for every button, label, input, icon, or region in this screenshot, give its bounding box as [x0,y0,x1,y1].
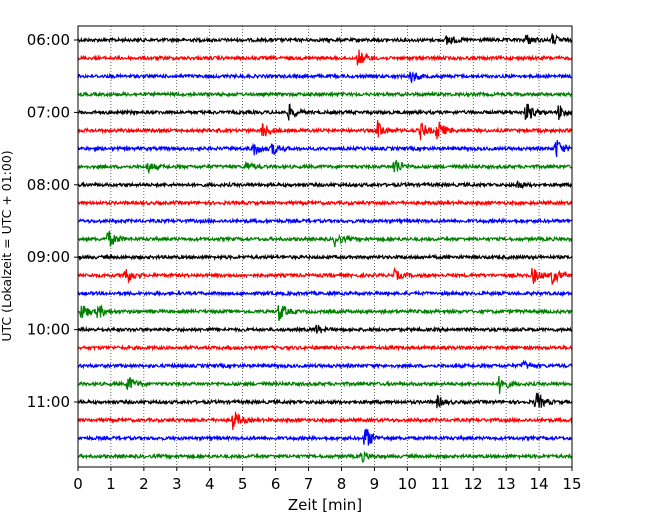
x-tick-label: 3 [172,475,182,493]
trace-0615 [77,49,573,66]
x-axis-ticks: 0 1 2 3 4 5 6 7 8 9 10 11 12 13 14 15 [73,467,582,493]
trace-0600 [77,33,573,45]
x-tick-label: 13 [497,475,516,493]
x-tick-label: 5 [238,475,248,493]
trace-0730 [77,140,573,157]
y-axis-label: UTC (Lokalzeit = UTC + 01:00) [0,150,14,341]
trace-1030 [77,359,573,370]
seismogram-traces [77,33,573,464]
trace-1000 [77,324,573,334]
plot-frame [77,25,573,468]
trace-0800 [77,180,573,190]
x-tick-label: 15 [562,475,581,493]
x-tick-label: 0 [73,475,83,493]
trace-0845 [77,230,573,248]
y-tick-label: 07:00 [27,103,70,121]
trace-0830 [77,217,573,225]
y-axis-ticks: 06:00 07:00 08:00 09:00 10:00 11:00 [27,31,78,411]
trace-0915 [77,266,573,286]
x-tick-label: 14 [530,475,549,493]
y-tick-label: 10:00 [27,321,70,339]
x-tick-label: 6 [271,475,281,493]
trace-0945 [77,304,573,321]
trace-0815 [77,199,573,207]
x-tick-label: 2 [139,475,149,493]
trace-0930 [77,289,573,298]
x-tick-label: 10 [398,475,417,493]
y-tick-label: 08:00 [27,176,70,194]
trace-0645 [77,90,573,99]
x-tick-label: 7 [304,475,314,493]
trace-1145 [77,451,573,464]
y-tick-label: 09:00 [27,248,70,266]
x-tick-label: 9 [370,475,380,493]
x-axis-label: Zeit [min] [288,496,362,514]
trace-0715 [77,120,573,141]
x-tick-label: 4 [205,475,215,493]
trace-0700 [77,103,573,121]
x-tick-label: 11 [431,475,450,493]
trace-0745 [77,159,573,175]
x-tick-label: 1 [106,475,116,493]
y-tick-label: 11:00 [27,393,70,411]
trace-1115 [77,411,573,430]
trace-1045 [77,375,573,394]
trace-0630 [77,71,573,84]
trace-1015 [77,344,573,352]
trace-1100 [77,392,573,409]
x-tick-label: 12 [464,475,483,493]
y-tick-label: 06:00 [27,31,70,49]
x-tick-label: 8 [337,475,347,493]
trace-0900 [77,253,573,262]
trace-1130 [77,428,573,446]
